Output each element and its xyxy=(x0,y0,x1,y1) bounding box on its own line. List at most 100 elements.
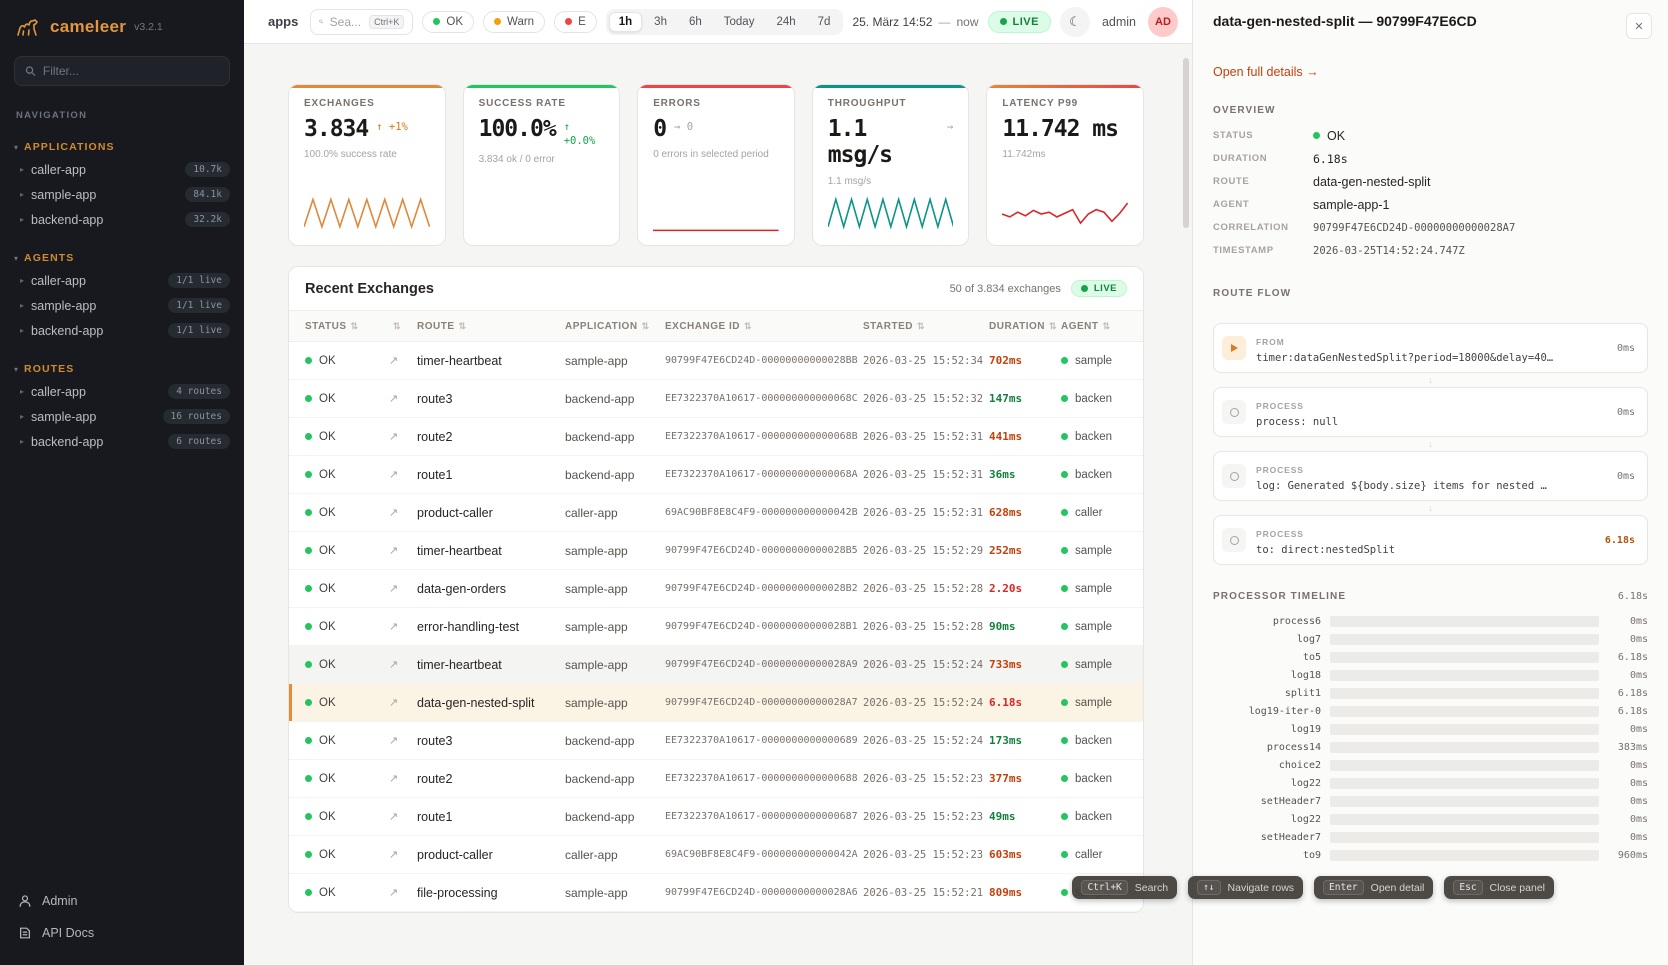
sidebar-item-agent[interactable]: ▸ sample-app 1/1 live xyxy=(0,293,244,318)
timeline-row[interactable]: process14 383ms xyxy=(1193,738,1668,756)
column-header[interactable]: ⇅ xyxy=(389,321,417,332)
time-range-button[interactable]: 3h xyxy=(644,12,677,32)
timeline-row[interactable]: process6 0ms xyxy=(1193,612,1668,630)
search-icon xyxy=(25,66,36,76)
sidebar-item-application[interactable]: ▸ sample-app 84.1k xyxy=(0,182,244,207)
table-row[interactable]: OK ↗ timer-heartbeat sample-app 90799F47… xyxy=(289,532,1143,570)
table-row[interactable]: OK ↗ route3 backend-app EE7322370A10617-… xyxy=(289,722,1143,760)
table-row[interactable]: OK ↗ product-caller caller-app 69AC90BF8… xyxy=(289,494,1143,532)
table-row[interactable]: OK ↗ timer-heartbeat sample-app 90799F47… xyxy=(289,342,1143,380)
status-filter-chip[interactable]: Warn xyxy=(483,10,546,33)
sidebar-item-application[interactable]: ▸ backend-app 32.2k xyxy=(0,207,244,232)
stat-card-latency[interactable]: LATENCY P99 11.742 ms 11.742ms xyxy=(986,84,1144,246)
sidebar-item-application[interactable]: ▸ caller-app 10.7k xyxy=(0,157,244,182)
open-exchange-icon[interactable]: ↗ xyxy=(389,355,399,367)
timeline-row[interactable]: log18 0ms xyxy=(1193,666,1668,684)
scrollbar-thumb[interactable] xyxy=(1183,58,1189,228)
stat-value: 3.834 xyxy=(304,116,369,142)
date-range[interactable]: 25. März 14:52 — now xyxy=(852,15,978,29)
global-search-input[interactable] xyxy=(329,14,364,29)
table-row[interactable]: OK ↗ product-caller caller-app 69AC90BF8… xyxy=(289,836,1143,874)
table-row[interactable]: OK ↗ route3 backend-app EE7322370A10617-… xyxy=(289,380,1143,418)
stat-card-success-rate[interactable]: SUCCESS RATE 100.0% ↑ +0.0% 3.834 ok / 0… xyxy=(462,84,621,246)
open-exchange-icon[interactable]: ↗ xyxy=(389,431,399,443)
dark-mode-toggle[interactable]: ☾ xyxy=(1059,6,1090,37)
table-row[interactable]: OK ↗ route2 backend-app EE7322370A10617-… xyxy=(289,418,1143,456)
column-header[interactable]: EXCHANGE ID ⇅ xyxy=(665,320,752,332)
section-agents[interactable]: ▾ AGENTS xyxy=(14,252,75,264)
table-row[interactable]: OK ↗ route1 backend-app EE7322370A10617-… xyxy=(289,456,1143,494)
table-row[interactable]: OK ↗ error-handling-test sample-app 9079… xyxy=(289,608,1143,646)
open-exchange-icon[interactable]: ↗ xyxy=(389,583,399,595)
open-exchange-icon[interactable]: ↗ xyxy=(389,849,399,861)
timeline-row[interactable]: choice2 0ms xyxy=(1193,756,1668,774)
section-routes[interactable]: ▾ ROUTES xyxy=(14,363,75,375)
timeline-row[interactable]: log22 0ms xyxy=(1193,810,1668,828)
table-row[interactable]: OK ↗ data-gen-nested-split sample-app 90… xyxy=(289,684,1143,722)
stat-card-throughput[interactable]: THROUGHPUT 1.1 msg/s → 1.1 msg/s xyxy=(811,84,970,246)
timeline-row[interactable]: log22 0ms xyxy=(1193,774,1668,792)
status-filter-chip[interactable]: E xyxy=(554,10,597,33)
flow-step[interactable]: ↓ PROCESS to: direct:nestedSplit 6.18s xyxy=(1213,501,1648,565)
sidebar-item-route[interactable]: ▸ sample-app 16 routes xyxy=(0,404,244,429)
open-exchange-icon[interactable]: ↗ xyxy=(389,887,399,899)
table-row[interactable]: OK ↗ route1 backend-app EE7322370A10617-… xyxy=(289,798,1143,836)
sidebar-item-api-docs[interactable]: API Docs xyxy=(0,917,244,949)
avatar[interactable]: AD xyxy=(1148,6,1178,37)
time-range-button[interactable]: 7d xyxy=(808,12,841,32)
latency-sparkline xyxy=(1002,193,1128,235)
open-exchange-icon[interactable]: ↗ xyxy=(389,697,399,709)
global-search[interactable]: Ctrl+K xyxy=(310,8,414,35)
stat-card-exchanges[interactable]: EXCHANGES 3.834 ↑ +1% 100.0% success rat… xyxy=(288,84,446,246)
column-header[interactable]: ROUTE ⇅ xyxy=(417,320,467,332)
time-range-button[interactable]: 6h xyxy=(679,12,712,32)
time-range-button[interactable]: 1h xyxy=(608,11,643,32)
open-exchange-icon[interactable]: ↗ xyxy=(389,621,399,633)
table-row[interactable]: OK ↗ route2 backend-app EE7322370A10617-… xyxy=(289,760,1143,798)
row-started: 2026-03-25 15:52:34 xyxy=(863,354,984,367)
live-toggle[interactable]: LIVE xyxy=(987,10,1051,33)
status-filter-chip[interactable]: OK xyxy=(422,10,475,33)
sidebar-filter-input[interactable] xyxy=(42,64,219,78)
table-row[interactable]: OK ↗ file-processing sample-app 90799F47… xyxy=(289,874,1143,912)
open-exchange-icon[interactable]: ↗ xyxy=(389,773,399,785)
open-full-details-link[interactable]: Open full details → xyxy=(1213,65,1319,79)
column-header[interactable]: APPLICATION ⇅ xyxy=(565,320,650,332)
timeline-row[interactable]: split1 6.18s xyxy=(1193,684,1668,702)
timeline-row[interactable]: log19-iter-0 6.18s xyxy=(1193,702,1668,720)
timeline-row[interactable]: setHeader7 0ms xyxy=(1193,792,1668,810)
open-exchange-icon[interactable]: ↗ xyxy=(389,507,399,519)
flow-step[interactable]: ↓ FROM timer:dataGenNestedSplit?period=1… xyxy=(1213,309,1648,373)
close-panel-button[interactable]: ✕ xyxy=(1626,13,1652,39)
column-header[interactable]: STARTED ⇅ xyxy=(863,320,926,332)
open-exchange-icon[interactable]: ↗ xyxy=(389,735,399,747)
flow-step[interactable]: ↓ PROCESS process: null 0ms xyxy=(1213,373,1648,437)
timeline-row[interactable]: to9 960ms xyxy=(1193,846,1668,864)
section-applications[interactable]: ▾ APPLICATIONS xyxy=(14,141,115,153)
sidebar-item-admin[interactable]: Admin xyxy=(0,885,244,917)
flow-step[interactable]: ↓ PROCESS log: Generated ${body.size} it… xyxy=(1213,437,1648,501)
column-header[interactable]: DURATION ⇅ xyxy=(989,320,1058,332)
time-range-button[interactable]: Today xyxy=(714,12,765,32)
sidebar-item-agent[interactable]: ▸ backend-app 1/1 live xyxy=(0,318,244,343)
timeline-row[interactable]: setHeader7 0ms xyxy=(1193,828,1668,846)
time-range-button[interactable]: 24h xyxy=(766,12,805,32)
table-row[interactable]: OK ↗ data-gen-orders sample-app 90799F47… xyxy=(289,570,1143,608)
sidebar-item-route[interactable]: ▸ backend-app 6 routes xyxy=(0,429,244,454)
open-exchange-icon[interactable]: ↗ xyxy=(389,659,399,671)
open-exchange-icon[interactable]: ↗ xyxy=(389,811,399,823)
timeline-row[interactable]: to5 6.18s 6.18s xyxy=(1193,648,1668,666)
sidebar-filter[interactable] xyxy=(14,56,230,86)
column-header[interactable]: AGENT ⇅ xyxy=(1061,320,1111,332)
timeline-row[interactable]: log19 0ms xyxy=(1193,720,1668,738)
sidebar-item-route[interactable]: ▸ caller-app 4 routes xyxy=(0,379,244,404)
sidebar-item-agent[interactable]: ▸ caller-app 1/1 live xyxy=(0,268,244,293)
open-exchange-icon[interactable]: ↗ xyxy=(389,393,399,405)
table-row[interactable]: OK ↗ timer-heartbeat sample-app 90799F47… xyxy=(289,646,1143,684)
column-header[interactable]: STATUS ⇅ xyxy=(305,320,359,332)
timeline-track: 6.18s xyxy=(1330,651,1599,663)
timeline-row[interactable]: log7 0ms xyxy=(1193,630,1668,648)
open-exchange-icon[interactable]: ↗ xyxy=(389,469,399,481)
open-exchange-icon[interactable]: ↗ xyxy=(389,545,399,557)
stat-card-errors[interactable]: ERRORS 0 → 0 0 errors in selected period xyxy=(637,84,795,246)
